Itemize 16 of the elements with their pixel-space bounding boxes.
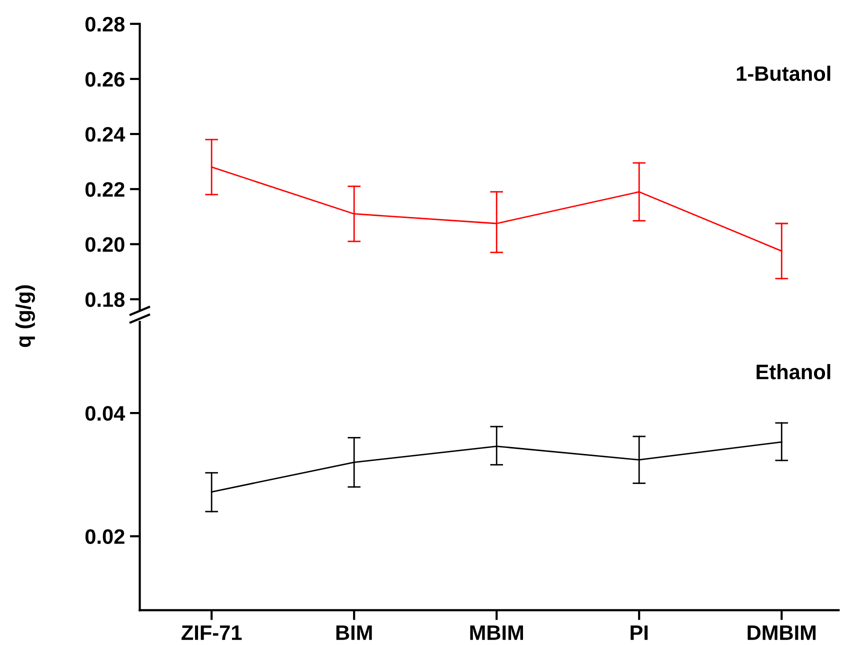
x-tick-label: MBIM: [470, 626, 523, 640]
y-tick-label: 0.24: [85, 127, 126, 142]
x-tick-label: DMBIM: [748, 626, 816, 640]
y-tick-label: 0.28: [85, 16, 125, 32]
y-tick-label: 0.04: [85, 406, 126, 421]
text: 1-Butanol: [736, 66, 830, 82]
x-tick-label: BIM: [336, 626, 372, 640]
y-tick-label: 0.22: [85, 182, 124, 197]
y-axis-title: q (g/g): [16, 285, 36, 348]
y-tick-label: 0.02: [85, 529, 124, 544]
y-tick-label: 0.18: [85, 292, 125, 307]
y-tick-label: 0.20: [85, 237, 124, 252]
y-tick-label: 0.26: [85, 72, 124, 87]
x-tick-label: PI: [630, 626, 648, 640]
text: Ethanol: [756, 364, 830, 380]
x-tick-label: ZIF-71: [182, 626, 242, 640]
